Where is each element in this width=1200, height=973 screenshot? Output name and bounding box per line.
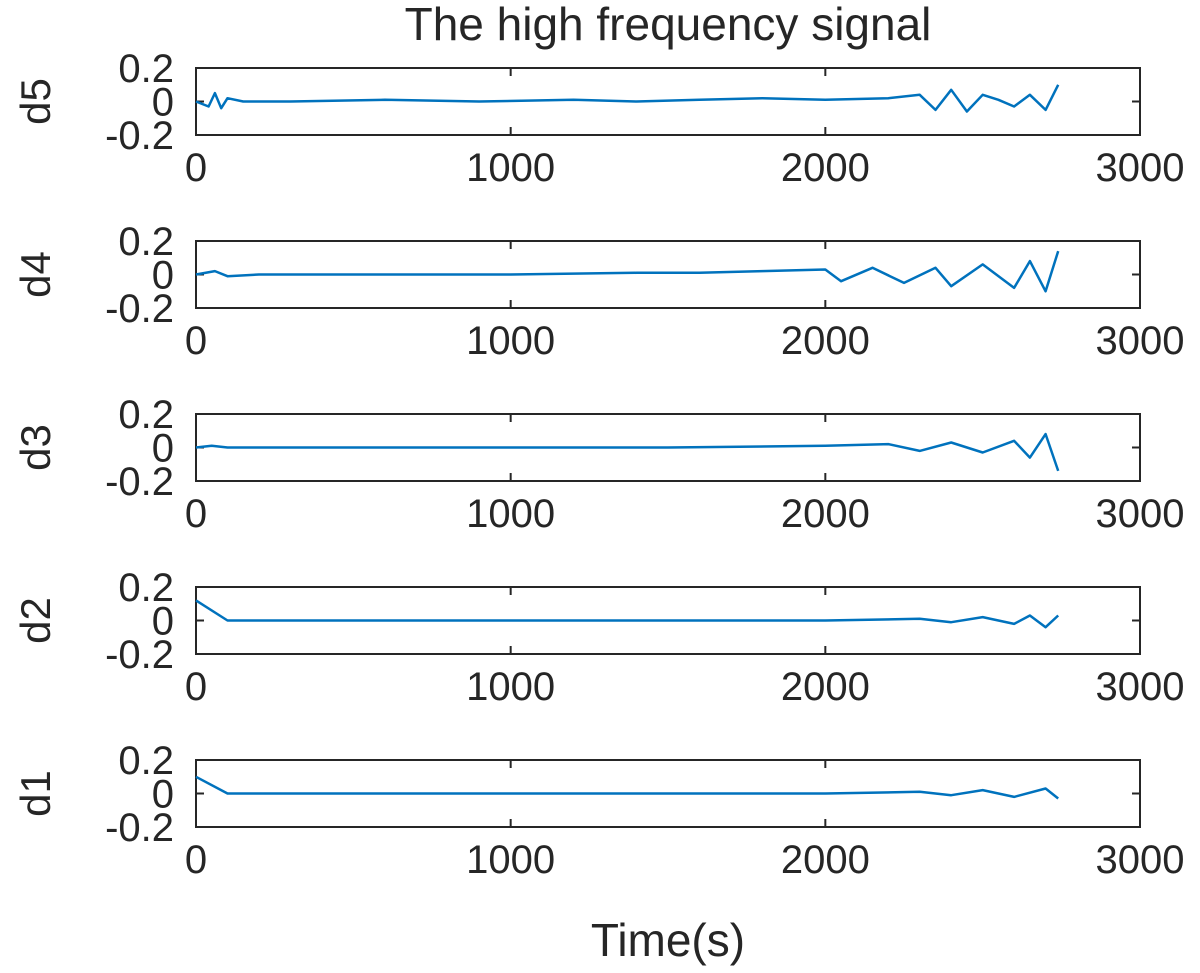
x-tick-label: 1000 (466, 838, 555, 882)
y-tick-label: -0.2 (105, 806, 174, 850)
y-tick-label: 0 (152, 773, 174, 817)
x-tick-label: 0 (185, 838, 207, 882)
y-tick-label: 0 (152, 600, 174, 644)
x-tick-label: 2000 (781, 492, 870, 536)
y-axis-label: d4 (12, 251, 59, 298)
y-axis-label: d1 (12, 770, 59, 817)
x-tick-label: 3000 (1096, 665, 1185, 709)
series-line-d4 (195, 250, 1060, 293)
x-tick-label: 1000 (466, 319, 555, 363)
x-axis-label: Time(s) (591, 914, 745, 966)
series-line-d3 (195, 432, 1060, 472)
y-tick-label: 0 (152, 81, 174, 125)
series-line-d5 (195, 84, 1060, 113)
series-line-d2 (195, 599, 1060, 629)
y-tick-label: 0.2 (118, 47, 174, 91)
x-tick-label: 1000 (466, 146, 555, 190)
x-tick-label: 3000 (1096, 492, 1185, 536)
x-tick-label: 0 (185, 319, 207, 363)
figure-title: The high frequency signal (405, 0, 932, 50)
y-tick-label: -0.2 (105, 460, 174, 504)
y-tick-label: 0.2 (118, 393, 174, 437)
x-tick-label: 2000 (781, 838, 870, 882)
y-tick-label: 0.2 (118, 220, 174, 264)
y-tick-label: 0.2 (118, 566, 174, 610)
x-tick-label: 2000 (781, 319, 870, 363)
y-tick-label: -0.2 (105, 633, 174, 677)
x-tick-label: 0 (185, 665, 207, 709)
series-line-d1 (195, 775, 1059, 800)
x-tick-label: 1000 (466, 665, 555, 709)
x-tick-label: 1000 (466, 492, 555, 536)
x-tick-label: 2000 (781, 665, 870, 709)
x-tick-label: 3000 (1096, 319, 1185, 363)
y-axis-label: d3 (12, 424, 59, 471)
y-axis-label: d2 (12, 597, 59, 644)
y-axis-label: d5 (12, 78, 59, 125)
y-tick-label: 0 (152, 254, 174, 298)
y-tick-label: 0 (152, 427, 174, 471)
y-tick-label: -0.2 (105, 114, 174, 158)
x-tick-label: 0 (185, 492, 207, 536)
y-tick-label: 0.2 (118, 739, 174, 783)
y-tick-label: -0.2 (105, 287, 174, 331)
x-tick-label: 2000 (781, 146, 870, 190)
x-tick-label: 3000 (1096, 838, 1185, 882)
x-tick-label: 0 (185, 146, 207, 190)
x-tick-label: 3000 (1096, 146, 1185, 190)
